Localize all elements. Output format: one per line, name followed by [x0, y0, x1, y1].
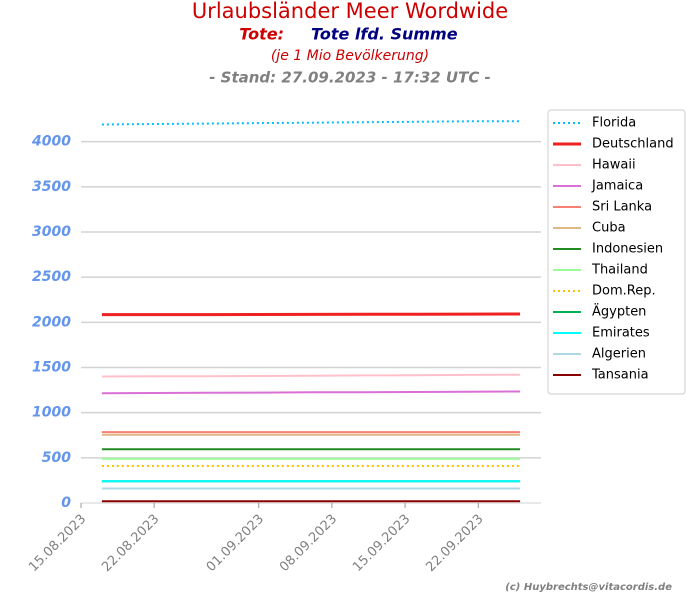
chart-title: Urlaubsländer Meer Wordwide	[192, 0, 508, 23]
timestamp: - Stand: 27.09.2023 - 17:32 UTC -	[209, 69, 491, 87]
y-tick-label: 0	[61, 495, 71, 511]
legend-label: Sri Lanka	[592, 200, 652, 215]
legend-label: Hawaii	[592, 158, 636, 173]
y-tick-label: 3500	[32, 179, 71, 195]
series-line	[101, 120, 521, 126]
y-tick-label: 1000	[32, 405, 71, 421]
legend-label: Thailand	[591, 263, 648, 278]
note: (je 1 Mio Bevölkerung)	[271, 48, 429, 64]
x-tick-label: 15.09.2023	[350, 512, 413, 575]
y-tick-label: 500	[42, 450, 71, 466]
y-tick-label: 3000	[32, 224, 71, 240]
x-tick-label: 08.09.2023	[277, 512, 340, 575]
y-tick-label: 1500	[32, 359, 71, 375]
y-tick-label: 4000	[31, 134, 71, 150]
y-tick-label: 2000	[32, 314, 71, 330]
legend-label: Indonesien	[592, 242, 663, 257]
legend-box	[547, 109, 686, 395]
series-line	[101, 390, 521, 395]
x-tick-label: 22.09.2023	[423, 512, 486, 575]
legend-label: Dom.Rep.	[592, 284, 656, 299]
legend-label: Deutschland	[592, 137, 674, 152]
series-line	[101, 373, 521, 378]
series-line	[101, 312, 521, 317]
x-tick-label: 22.08.2023	[99, 512, 162, 575]
x-tick-label: 15.08.2023	[26, 512, 89, 575]
legend-label: Tansania	[591, 368, 649, 383]
legend-label: Cuba	[592, 221, 626, 236]
legend-label: Ägypten	[592, 304, 646, 320]
legend-label: Algerien	[592, 347, 646, 362]
x-tick-label: 01.09.2023	[204, 512, 267, 575]
legend-label: Florida	[592, 116, 636, 131]
subtitle: Tote lfd. Summe	[311, 25, 458, 44]
subtitle-prefix: Tote:	[239, 25, 284, 44]
legend-label: Emirates	[592, 326, 650, 341]
legend-label: Jamaica	[591, 179, 643, 194]
credit: (c) Huybrechts@vitacordis.de	[505, 582, 672, 593]
y-tick-label: 2500	[32, 269, 71, 285]
